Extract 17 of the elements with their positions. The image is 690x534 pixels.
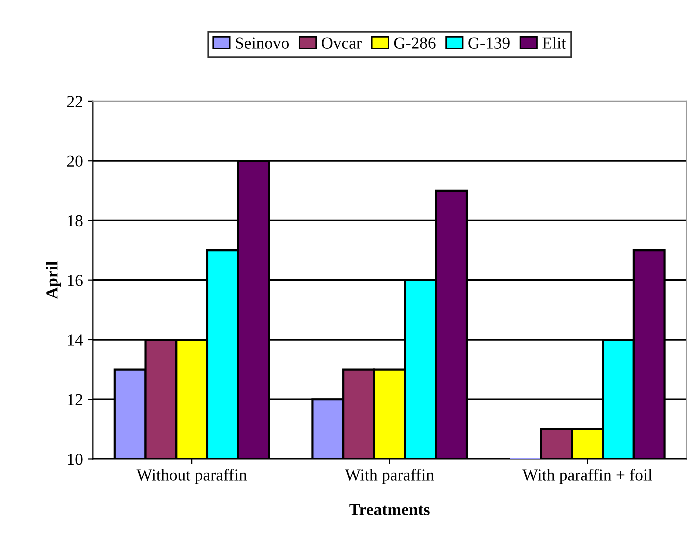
legend-label: Seinovo [236,38,290,49]
x-tick-label: With paraffin [345,468,434,484]
y-tick-label: 22 [67,96,83,108]
legend-label: G-286 [394,38,436,49]
y-tick-label: 20 [67,156,83,168]
legend-label: Elit [542,37,566,49]
y-tick-label: 10 [68,454,83,466]
y-tick-label: 14 [68,334,84,346]
y-axis-title: April [46,262,62,300]
y-tick-label: 12 [68,394,83,406]
y-tick-label: 16 [68,275,83,286]
legend-label: Ovcar [322,38,362,49]
y-tick-label: 18 [68,215,83,227]
x-tick-label: With paraffin + foil [522,468,652,484]
x-tick-label: Without paraffin [136,468,248,484]
x-axis-title: Treatments [350,504,430,516]
legend-label: G-139 [468,38,510,49]
